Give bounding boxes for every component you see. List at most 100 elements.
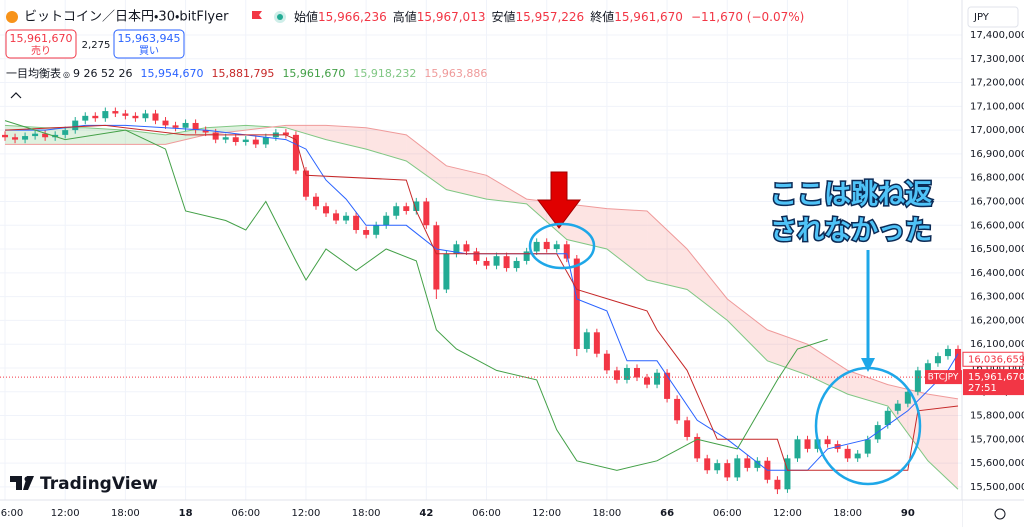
legend-value: 15,963,886 bbox=[424, 67, 487, 80]
symbol-title: ビットコイン／日本円・30・bitFlyer bbox=[24, 10, 229, 25]
x-tick-label: 6:00 bbox=[1, 508, 23, 519]
currency-select[interactable] bbox=[967, 6, 1019, 28]
candle-body bbox=[323, 206, 330, 214]
candle-body bbox=[603, 353, 610, 371]
candle-body bbox=[533, 241, 540, 252]
collapse-icon[interactable] bbox=[10, 92, 22, 99]
y-tick-label: 15,600,000 bbox=[970, 458, 1024, 469]
indicator-legend: 一目均衡表 ◎ 9 26 52 26 15,954,670 15,881,795 15,9… bbox=[6, 66, 487, 80]
sell-price[interactable]: 15,961,670 bbox=[10, 32, 73, 45]
marker-price-box bbox=[962, 351, 1024, 367]
candle-body bbox=[864, 439, 871, 454]
candle-body bbox=[403, 206, 410, 211]
candle-body bbox=[944, 348, 951, 357]
buy-label[interactable]: 買い bbox=[139, 45, 159, 57]
axis-labels: 17,400,000 17,300,000 17,200,000 17,100,000… bbox=[1, 30, 1024, 519]
x-tick-label: 12:00 bbox=[532, 508, 561, 519]
x-tick-label: 42 bbox=[419, 508, 433, 519]
candle-body bbox=[503, 256, 510, 269]
x-tick-label: 06:00 bbox=[231, 508, 260, 519]
candle-body bbox=[282, 132, 289, 135]
y-tick-label: 16,300,000 bbox=[970, 292, 1024, 303]
candle-body bbox=[613, 370, 620, 380]
candle-body bbox=[794, 439, 801, 459]
candle-body bbox=[353, 215, 360, 231]
candle-body bbox=[684, 420, 691, 437]
spread: 2,275 bbox=[82, 40, 111, 51]
candle-body bbox=[633, 367, 640, 378]
cloud-segment bbox=[366, 127, 407, 162]
candle-body bbox=[754, 460, 761, 468]
candle-body bbox=[774, 479, 781, 490]
coin-icon bbox=[6, 11, 18, 23]
y-tick-label: 16,200,000 bbox=[970, 315, 1024, 326]
cloud-segment bbox=[566, 203, 607, 250]
x-tick-label: 06:00 bbox=[713, 508, 742, 519]
candle-body bbox=[473, 251, 480, 261]
y-tick-label: 16,000,000 bbox=[970, 363, 1024, 374]
candle-body bbox=[804, 439, 811, 449]
candle-body bbox=[463, 244, 470, 252]
ohlc-label: 終値 bbox=[590, 9, 614, 24]
highlight-circle bbox=[528, 222, 596, 270]
change: −11,670 (−0.07%) bbox=[691, 10, 804, 24]
symbol-tag-box bbox=[925, 370, 962, 385]
candle-body bbox=[904, 391, 911, 404]
y-tick-label: 15,700,000 bbox=[970, 434, 1024, 445]
candle-body bbox=[242, 139, 249, 143]
ohlc-value: 15,957,226 bbox=[515, 10, 584, 24]
buy-button[interactable] bbox=[113, 29, 185, 59]
candle-body bbox=[924, 363, 931, 371]
candle-body bbox=[182, 122, 189, 128]
cloud-segment bbox=[446, 165, 487, 200]
candle-body bbox=[383, 215, 390, 226]
settings-icon[interactable] bbox=[994, 508, 1006, 520]
ohlc-header: 始値15,966,236 高値15,967,013 安値15,957,226 終値15… bbox=[294, 9, 804, 24]
sell-button[interactable] bbox=[5, 29, 77, 59]
marker-price: 16,036,659 bbox=[968, 354, 1024, 365]
brand: TradingView bbox=[40, 474, 158, 494]
y-tick-label: 17,100,000 bbox=[970, 101, 1024, 112]
candle-body bbox=[854, 453, 861, 459]
candle-body bbox=[92, 115, 99, 119]
candle-body bbox=[122, 113, 129, 116]
candle-body bbox=[292, 134, 299, 171]
x-tick-label: 18:00 bbox=[592, 508, 621, 519]
y-tick-label: 17,300,000 bbox=[970, 54, 1024, 65]
x-tick-label: 90 bbox=[901, 508, 915, 519]
candle-body bbox=[312, 196, 319, 207]
candle-body bbox=[82, 115, 89, 121]
x-tick-label: 18 bbox=[179, 508, 193, 519]
candle-body bbox=[192, 122, 199, 131]
sell-label[interactable]: 売り bbox=[31, 44, 51, 57]
ohlc-value: 15,966,236 bbox=[318, 10, 387, 24]
currency[interactable]: JPY bbox=[973, 12, 990, 23]
y-tick-label: 15,800,000 bbox=[970, 411, 1024, 422]
indicator-icon: ◎ bbox=[63, 70, 70, 79]
candle-body bbox=[543, 241, 550, 250]
cloud-segment bbox=[125, 130, 166, 145]
indicator-name: 一目均衡表 bbox=[6, 66, 61, 80]
x-tick-label: 18:00 bbox=[111, 508, 140, 519]
candle-body bbox=[262, 137, 269, 145]
candle-body bbox=[934, 356, 941, 364]
candle-body bbox=[714, 463, 721, 471]
y-tick-label: 17,000,000 bbox=[970, 125, 1024, 136]
candle-body bbox=[152, 113, 159, 121]
highlight-circle bbox=[814, 366, 922, 486]
flag-icon bbox=[252, 11, 262, 19]
candle-body bbox=[212, 132, 219, 140]
candle-body bbox=[483, 260, 490, 266]
cloud-segment bbox=[807, 344, 848, 395]
indicator-line bbox=[4, 124, 959, 471]
candle-body bbox=[142, 113, 149, 119]
x-tick-label: 18:00 bbox=[833, 508, 862, 519]
candle-body bbox=[373, 225, 380, 235]
candle-body bbox=[493, 256, 500, 266]
legend-value: 15,918,232 bbox=[353, 67, 416, 80]
last-price-box bbox=[963, 369, 1024, 396]
buy-price[interactable]: 15,963,945 bbox=[118, 32, 181, 45]
candle-body bbox=[844, 448, 851, 459]
candle-body bbox=[694, 436, 701, 459]
status-dot bbox=[277, 14, 283, 20]
